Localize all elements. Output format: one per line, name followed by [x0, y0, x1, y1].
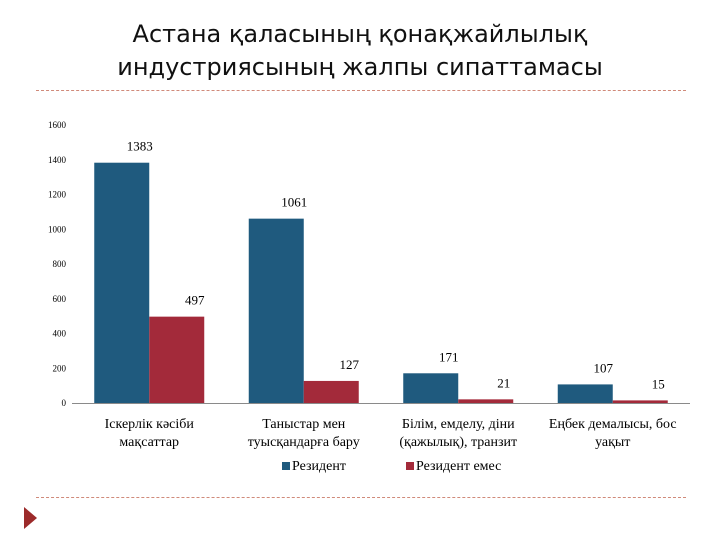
x-category-label: Еңбек демалысы, бос	[549, 417, 677, 432]
slide-corner-arrow-icon	[24, 507, 37, 529]
bar-non-resident	[458, 399, 514, 403]
y-tick-label: 1200	[48, 190, 67, 200]
data-label: 497	[185, 293, 205, 308]
bar-resident	[94, 162, 150, 403]
data-label: 107	[594, 360, 614, 375]
x-category-label: туысқандарға бару	[248, 435, 360, 450]
bar-non-resident	[149, 316, 205, 403]
y-tick-label: 600	[53, 294, 67, 304]
x-category-label: Іскерлік кәсіби	[105, 417, 195, 432]
y-tick-label: 400	[53, 329, 67, 339]
x-category-label: мақсаттар	[119, 435, 179, 450]
data-label: 171	[439, 349, 459, 364]
bar-resident	[248, 218, 304, 403]
bar-resident	[403, 373, 459, 403]
bottom-divider	[36, 497, 686, 498]
y-tick-label: 1000	[48, 224, 67, 234]
data-label: 21	[497, 375, 510, 390]
legend-swatch	[406, 462, 414, 470]
data-label: 1061	[281, 195, 307, 210]
bar-resident	[557, 384, 613, 403]
y-tick-label: 1600	[48, 120, 67, 130]
title-line-2: индустриясының жалпы сипаттамасы	[117, 53, 603, 81]
y-tick-label: 1400	[48, 155, 67, 165]
page-title: Астана қаласының қонақжайлылық индустрия…	[40, 18, 680, 84]
legend-label: Резидент	[292, 459, 346, 474]
x-category-label: Білім, емделу, діни	[402, 417, 515, 432]
top-divider	[36, 90, 686, 91]
y-tick-label: 800	[53, 259, 67, 269]
x-category-label: Таныстар мен	[262, 417, 346, 432]
data-label: 15	[652, 376, 665, 391]
y-tick-label: 0	[62, 398, 67, 408]
bar-non-resident	[303, 380, 359, 403]
x-category-label: (қажылық), транзит	[399, 435, 517, 450]
y-tick-label: 200	[53, 363, 67, 373]
data-label: 127	[340, 357, 360, 372]
bar-non-resident	[612, 400, 668, 403]
legend-swatch	[282, 462, 290, 470]
data-label: 1383	[127, 139, 153, 154]
legend-label: Резидент емес	[416, 459, 501, 474]
x-category-label: уақыт	[595, 435, 630, 450]
title-line-1: Астана қаласының қонақжайлылық	[132, 20, 588, 48]
